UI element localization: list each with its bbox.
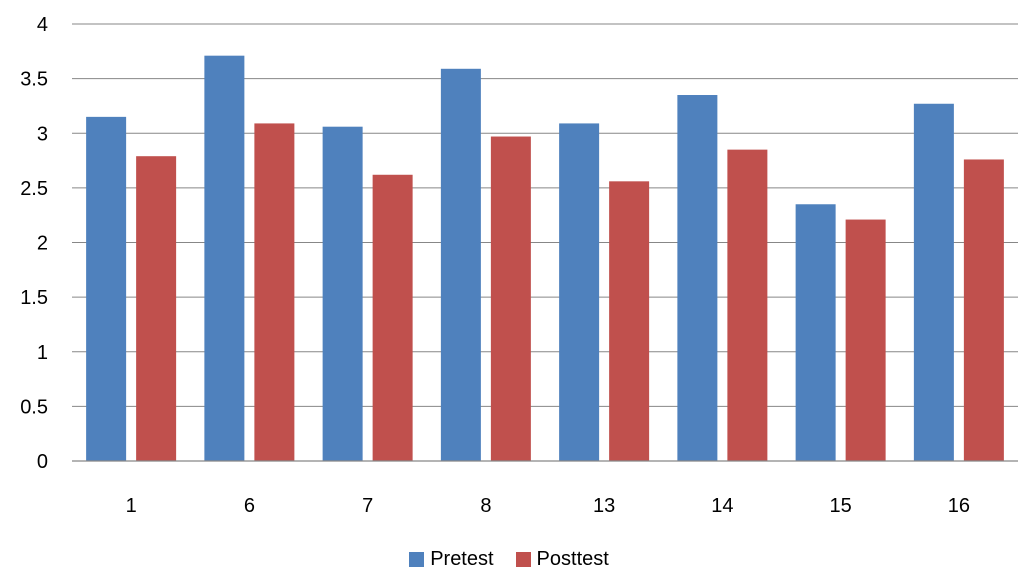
- y-axis-tick-labels: 0 0.5 1 1.5 2 2.5 3 3.5 4: [20, 14, 48, 473]
- x-tick-label: 14: [711, 495, 733, 517]
- x-tick-label: 16: [948, 495, 970, 517]
- bar-pretest-7: [322, 126, 363, 461]
- x-tick-label: 8: [480, 495, 491, 517]
- bar-pretest-16: [913, 103, 954, 461]
- bar-pretest-1: [86, 116, 127, 462]
- x-axis-tick-labels: 1 6 7 8 13 14 15 16: [126, 495, 970, 517]
- legend-label-pretest: Pretest: [430, 548, 494, 570]
- y-tick-label: 2.5: [20, 178, 48, 200]
- bars: [86, 55, 1004, 462]
- y-tick-label: 1: [37, 342, 48, 364]
- bar-posttest-7: [372, 174, 413, 461]
- y-tick-label: 3.5: [20, 69, 48, 91]
- legend-item-posttest: Posttest: [515, 548, 609, 571]
- y-tick-label: 0.5: [20, 396, 48, 418]
- bar-posttest-8: [490, 136, 531, 461]
- bar-posttest-1: [136, 156, 177, 461]
- bar-pretest-14: [677, 95, 718, 461]
- y-tick-label: 3: [37, 123, 48, 145]
- x-tick-label: 1: [126, 495, 137, 517]
- y-tick-label: 1.5: [20, 287, 48, 309]
- bar-posttest-13: [609, 181, 650, 461]
- y-tick-label: 4: [37, 14, 48, 36]
- legend-label-posttest: Posttest: [536, 548, 609, 570]
- x-tick-label: 15: [830, 495, 852, 517]
- x-tick-label: 7: [362, 495, 373, 517]
- x-tick-label: 6: [244, 495, 255, 517]
- bar-pretest-15: [795, 204, 836, 461]
- legend-swatch-posttest: [515, 552, 531, 567]
- legend-item-pretest: Pretest: [409, 548, 494, 571]
- y-tick-label: 2: [37, 233, 48, 255]
- bar-pretest-6: [204, 55, 245, 462]
- y-tick-label: 0: [37, 451, 48, 473]
- legend: Pretest Posttest: [0, 548, 1018, 571]
- legend-swatch-pretest: [409, 552, 425, 567]
- x-tick-label: 13: [593, 495, 615, 517]
- bar-posttest-14: [727, 149, 768, 461]
- bar-posttest-16: [963, 159, 1004, 461]
- bar-pretest-8: [440, 68, 481, 461]
- bar-pretest-13: [559, 123, 600, 461]
- bar-posttest-15: [845, 219, 886, 461]
- bar-posttest-6: [254, 123, 295, 461]
